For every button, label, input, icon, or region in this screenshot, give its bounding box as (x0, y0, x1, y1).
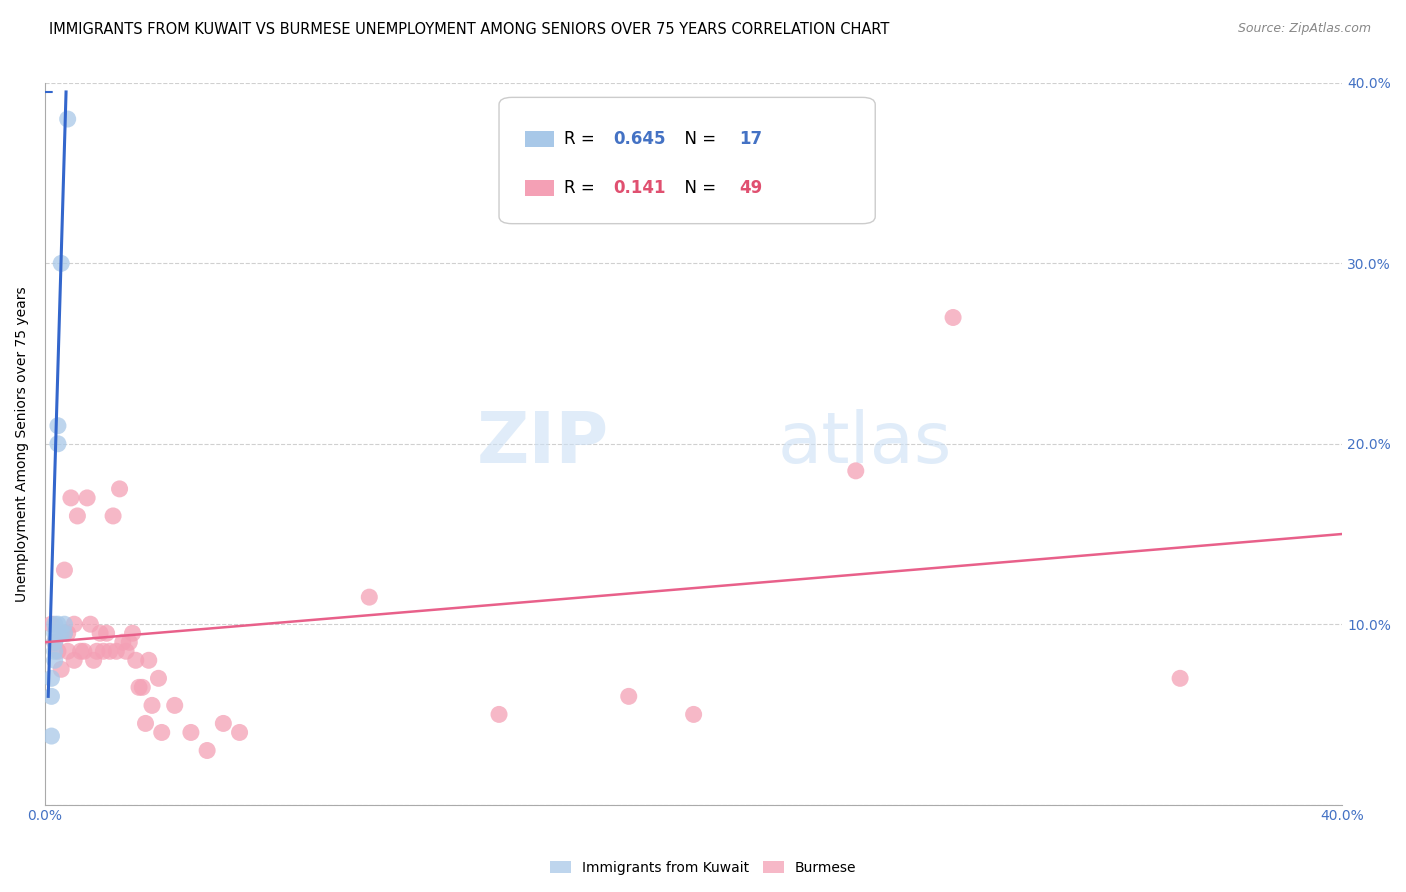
Point (212, 716, 235, 731)
Point (56, 112, 79, 126)
Point (53, 617, 76, 632)
Point (195, 743, 218, 757)
Point (51, 256, 73, 270)
Point (148, 671, 170, 685)
Text: 0.141: 0.141 (613, 178, 665, 196)
Point (83, 653, 105, 667)
Text: 0.645: 0.645 (613, 130, 665, 148)
Point (121, 626, 143, 640)
Point (86, 644, 108, 658)
Point (46, 644, 69, 658)
Point (488, 707, 510, 722)
Point (845, 464, 868, 478)
Bar (524, 131, 554, 147)
Text: 49: 49 (740, 178, 762, 196)
Point (131, 681, 153, 695)
Point (44, 635, 66, 649)
Point (76, 491, 98, 505)
Point (41, 729, 63, 743)
Text: R =: R = (564, 178, 605, 196)
Point (118, 635, 141, 649)
Point (128, 681, 150, 695)
Text: ZIP: ZIP (477, 409, 609, 478)
Point (682, 707, 704, 722)
Point (180, 725, 202, 739)
Text: N =: N = (673, 130, 721, 148)
Point (125, 653, 148, 667)
Point (105, 644, 128, 658)
Point (44, 644, 66, 658)
Point (63, 617, 86, 632)
Point (44, 626, 66, 640)
Point (617, 690, 640, 704)
Point (41, 690, 63, 704)
Point (93, 644, 115, 658)
Point (228, 725, 250, 739)
Text: Source: ZipAtlas.com: Source: ZipAtlas.com (1237, 22, 1371, 36)
Point (138, 653, 160, 667)
Point (89, 626, 111, 640)
Point (111, 635, 134, 649)
Text: 17: 17 (740, 130, 762, 148)
Point (46, 437, 69, 451)
Point (59, 491, 82, 505)
Point (73, 644, 96, 658)
FancyBboxPatch shape (499, 97, 876, 224)
Point (51, 662, 73, 676)
Point (44, 617, 66, 632)
Text: R =: R = (564, 130, 600, 148)
Point (51, 626, 73, 640)
Point (163, 698, 186, 713)
Point (141, 698, 163, 713)
Point (53, 626, 76, 640)
Text: N =: N = (673, 178, 721, 196)
Point (56, 644, 79, 658)
Point (46, 418, 69, 433)
Point (41, 671, 63, 685)
Point (46, 626, 69, 640)
Point (115, 644, 138, 658)
Point (66, 508, 89, 523)
Bar (524, 179, 554, 195)
Text: atlas: atlas (778, 409, 952, 478)
Point (359, 590, 381, 604)
Point (101, 508, 124, 523)
Text: IMMIGRANTS FROM KUWAIT VS BURMESE UNEMPLOYMENT AMONG SENIORS OVER 75 YEARS CORRE: IMMIGRANTS FROM KUWAIT VS BURMESE UNEMPL… (49, 22, 890, 37)
Point (44, 635, 66, 649)
Point (108, 482, 131, 496)
Point (44, 653, 66, 667)
Legend: Immigrants from Kuwait, Burmese: Immigrants from Kuwait, Burmese (544, 855, 862, 880)
Point (41, 617, 63, 632)
Point (134, 716, 156, 731)
Y-axis label: Unemployment Among Seniors over 75 years: Unemployment Among Seniors over 75 years (15, 286, 30, 601)
Point (79, 617, 101, 632)
Point (53, 563, 76, 577)
Point (942, 310, 965, 325)
Point (63, 653, 86, 667)
Point (150, 725, 173, 739)
Point (98, 644, 121, 658)
Point (96, 626, 118, 640)
Point (46, 617, 69, 632)
Point (69, 644, 91, 658)
Point (56, 626, 79, 640)
Point (53, 626, 76, 640)
Point (1168, 671, 1191, 685)
